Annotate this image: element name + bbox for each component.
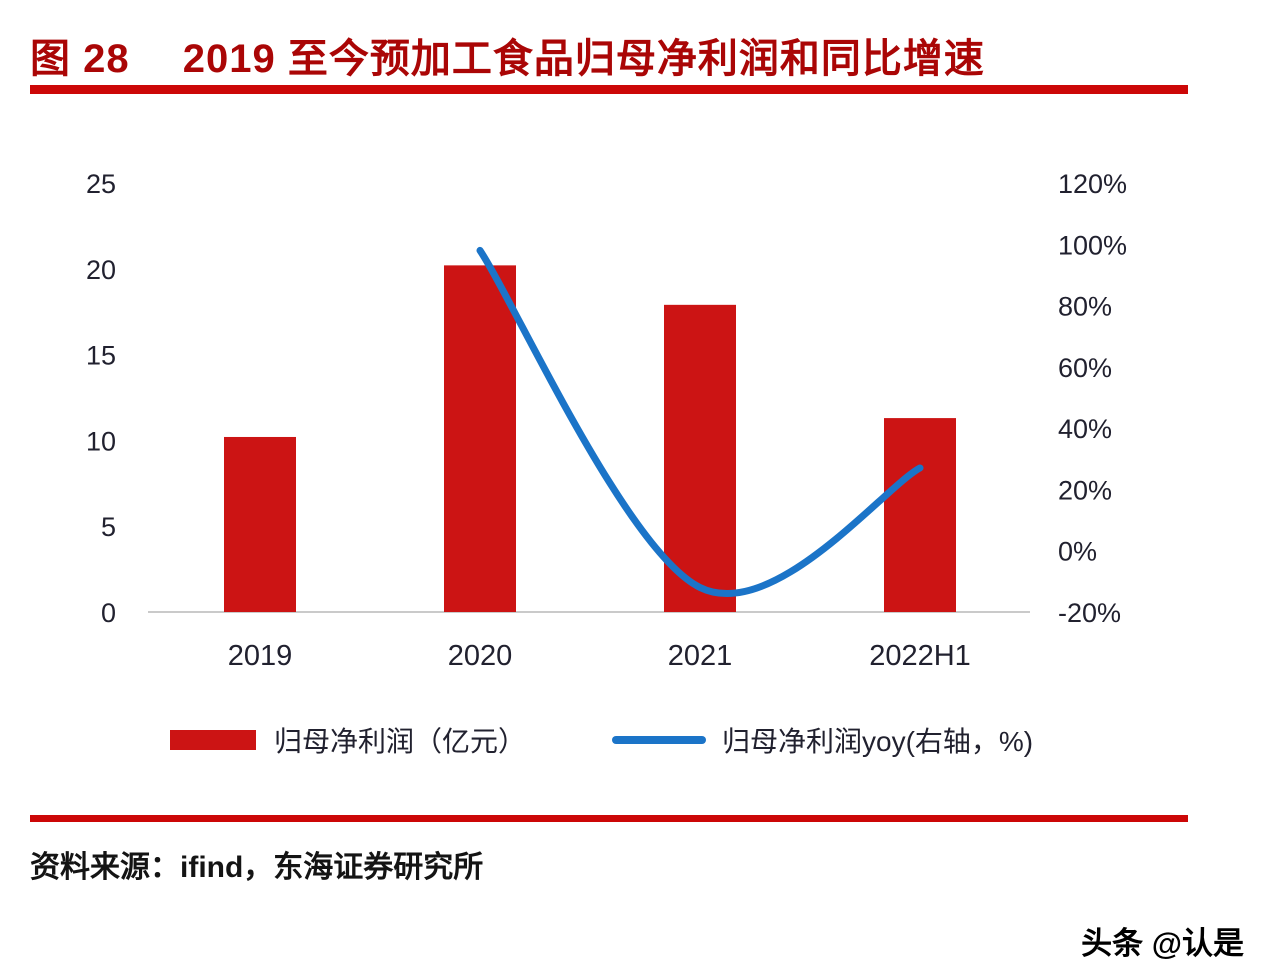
left-axis-tick: 5 xyxy=(101,512,116,542)
source-note: 资料来源：ifind，东海证券研究所 xyxy=(30,851,484,884)
right-axis-tick: 40% xyxy=(1058,414,1112,444)
left-axis-tick: 0 xyxy=(101,598,116,628)
right-axis-tick: 120% xyxy=(1058,169,1127,199)
right-axis-tick: 100% xyxy=(1058,230,1127,260)
right-axis-tick: 80% xyxy=(1058,292,1112,322)
figure-title: 图 28 2019 至今预加工食品归母净利润和同比增速 xyxy=(30,37,985,81)
legend-item-yoy: 归母净利润yoy(右轴，%) xyxy=(612,724,1033,757)
right-axis-tick: 60% xyxy=(1058,353,1112,383)
bottom-divider-rule xyxy=(30,815,1188,822)
top-divider-rule xyxy=(30,85,1188,94)
legend-item-net-profit: 归母净利润（亿元） xyxy=(170,724,526,757)
right-axis-tick: -20% xyxy=(1058,598,1121,628)
right-axis-tick: 20% xyxy=(1058,475,1112,505)
category-label-2019: 2019 xyxy=(228,640,293,672)
category-label-2022H1: 2022H1 xyxy=(869,640,971,672)
category-label-2021: 2021 xyxy=(668,640,733,672)
bar-2022H1 xyxy=(884,418,956,612)
bar-2021 xyxy=(664,304,736,612)
left-axis-tick: 10 xyxy=(86,426,116,456)
category-label-2020: 2020 xyxy=(448,640,513,672)
watermark: 头条 @认是 xyxy=(1081,926,1244,961)
left-axis-tick: 25 xyxy=(86,169,116,199)
yoy-line xyxy=(476,246,924,598)
line-series-swatch xyxy=(612,736,706,744)
bar-series-swatch xyxy=(170,730,256,750)
left-axis-tick: 15 xyxy=(86,341,116,371)
line-series-label: 归母净利润yoy(右轴，%) xyxy=(722,726,1034,757)
right-axis-tick: 0% xyxy=(1058,537,1097,567)
bar-2020 xyxy=(444,265,516,612)
left-axis-tick: 20 xyxy=(86,255,116,285)
bar-2019 xyxy=(224,436,296,612)
bar-series-label: 归母净利润（亿元） xyxy=(274,726,527,757)
